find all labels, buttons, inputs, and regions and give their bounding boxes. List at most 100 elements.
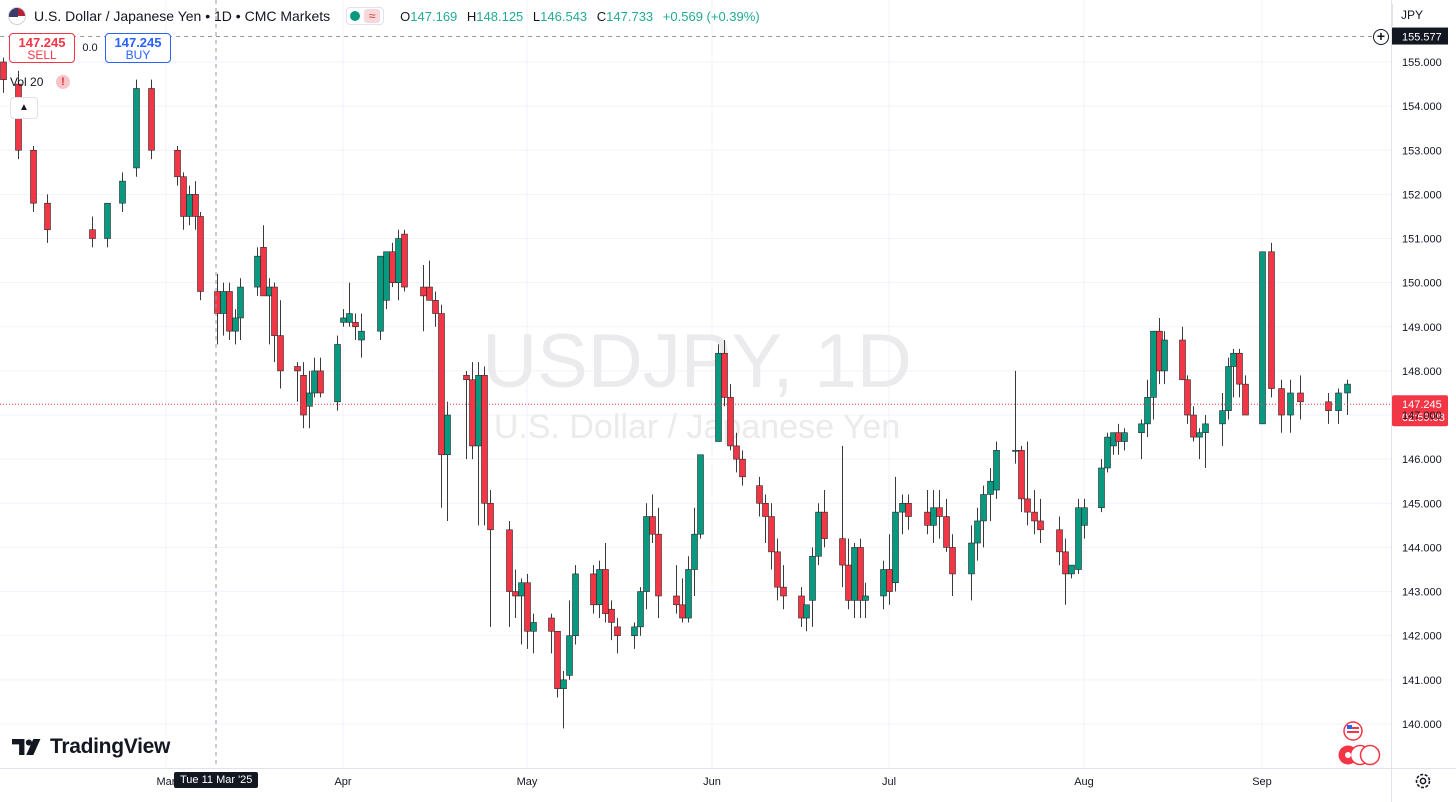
tradingview-mark-icon (12, 739, 41, 755)
symbol-title[interactable]: U.S. Dollar / Japanese Yen • 1D • CMC Ma… (34, 8, 331, 24)
candle-body (420, 286, 427, 297)
candle-body (857, 547, 864, 601)
candle-body (899, 502, 906, 513)
candle-body (192, 194, 199, 217)
candle-body (30, 149, 37, 204)
add-alert-icon[interactable]: + (1373, 29, 1389, 45)
candle-body (1031, 511, 1038, 522)
candle-body (487, 502, 494, 531)
candle-body (1144, 397, 1151, 425)
candle-body (1024, 498, 1031, 513)
candle-body (463, 375, 470, 381)
candle-body (1242, 383, 1249, 416)
candle-body (943, 516, 950, 548)
market-status[interactable]: ≈ (346, 7, 385, 25)
settings-gear-icon[interactable] (1414, 772, 1432, 790)
price-tick-label: 146.000 (1402, 454, 1442, 466)
candle-body (1115, 432, 1122, 442)
trade-panel: 147.245 SELL 0.0 147.245 BUY (9, 33, 171, 63)
time-axis[interactable]: Mar Apr May Jun Jul Aug Sep (0, 768, 1456, 789)
price-tick-label: 141.000 (1402, 675, 1442, 687)
candle-body (271, 286, 278, 336)
brand-name: TradingView (50, 735, 171, 758)
candle-body (739, 458, 746, 478)
candle-body (715, 352, 722, 442)
candle-body (1018, 450, 1025, 500)
candle-body (277, 335, 284, 372)
candle-body (768, 516, 775, 553)
candle-body (148, 88, 155, 151)
candle-body (1225, 366, 1232, 411)
candle-body (815, 511, 822, 557)
candle-body (395, 238, 402, 283)
sell-button[interactable]: 147.245 SELL (9, 33, 75, 63)
candle-body (803, 604, 810, 619)
watermark-symbol: USDJPY, 1D (482, 319, 911, 404)
candle-body (346, 313, 353, 323)
time-tick-label: Sep (1252, 776, 1272, 788)
candle-countdown-label: 02:59:08 (1402, 412, 1445, 424)
us-flag-icon (8, 7, 26, 25)
warning-icon[interactable]: ! (56, 75, 70, 89)
candle-body (980, 494, 987, 522)
candle-body (180, 176, 187, 217)
candle-body (1150, 330, 1157, 398)
symbol-watermark: USDJPY, 1D U.S. Dollar / Japanese Yen (482, 319, 911, 446)
candle-body (426, 286, 433, 301)
candle-body (762, 502, 769, 517)
time-tick-label: Aug (1074, 776, 1094, 788)
candle-body (862, 595, 869, 601)
price-axis[interactable]: 155.000 154.000 153.000 152.000 151.000 150.0… (1391, 0, 1442, 802)
spread-value: 0.0 (82, 42, 98, 54)
buy-button[interactable]: 147.245 BUY (105, 33, 171, 63)
candle-body (697, 454, 704, 535)
candle-body (1236, 352, 1243, 385)
candle-body (1335, 392, 1342, 411)
candle-body (655, 533, 662, 597)
candle-body (554, 630, 561, 689)
collapse-legend-button[interactable]: ▲ (10, 97, 38, 119)
symbol-header: U.S. Dollar / Japanese Yen • 1D • CMC Ma… (8, 5, 766, 27)
price-tick-label: 148.000 (1402, 366, 1442, 378)
candle-body (691, 533, 698, 570)
time-tick-label: Jul (882, 776, 896, 788)
candle-body (1325, 401, 1332, 411)
candle-body (685, 569, 692, 619)
wave-icon: ≈ (364, 9, 381, 23)
candle-body (524, 582, 531, 632)
candle-body (481, 375, 488, 504)
candle-body (614, 626, 621, 636)
candle-body (475, 375, 482, 447)
time-tick-label: Apr (334, 776, 351, 788)
price-tick-label: 155.000 (1402, 57, 1442, 69)
price-tick-label: 145.000 (1402, 498, 1442, 510)
price-tick-label: 140.000 (1402, 719, 1442, 731)
price-tick-label: 154.000 (1402, 101, 1442, 113)
economic-events-icon[interactable] (1334, 744, 1384, 766)
candle-body (506, 529, 513, 592)
candle-body (936, 507, 943, 517)
candle-body (119, 180, 126, 204)
candle-body (1068, 564, 1075, 575)
candle-body (756, 485, 763, 504)
candle-body (602, 569, 609, 614)
candle-body (924, 511, 931, 526)
us-flag-event-icon[interactable] (1342, 721, 1364, 741)
candle-body (821, 511, 828, 539)
candle-body (560, 679, 567, 689)
chart-grid (0, 0, 1391, 768)
currency-label[interactable]: JPY (1392, 4, 1432, 26)
candle-body (197, 216, 204, 292)
candle-body (1075, 507, 1082, 570)
candle-body (254, 255, 261, 288)
candle-body (306, 392, 313, 407)
candle-body (1012, 450, 1019, 452)
candle-body (1098, 467, 1105, 509)
candle-body (317, 370, 324, 394)
volume-indicator-label[interactable]: Vol 20 (10, 75, 44, 89)
crosshair-date-label: Tue 11 Mar '25 (174, 772, 259, 788)
candle-body (1344, 383, 1351, 394)
candle-body (1297, 392, 1304, 403)
candle-body (352, 322, 359, 328)
